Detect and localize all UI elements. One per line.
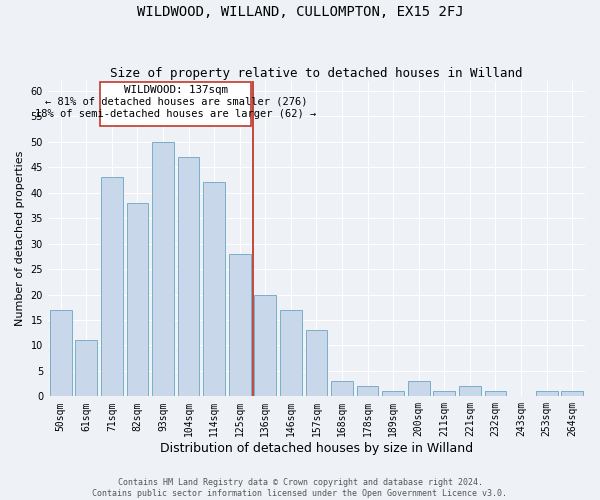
Bar — [50, 310, 71, 396]
Bar — [485, 391, 506, 396]
Text: 18% of semi-detached houses are larger (62) →: 18% of semi-detached houses are larger (… — [35, 109, 316, 119]
Bar — [331, 381, 353, 396]
Y-axis label: Number of detached properties: Number of detached properties — [15, 151, 25, 326]
Bar — [433, 391, 455, 396]
Bar — [178, 157, 199, 396]
Text: Contains HM Land Registry data © Crown copyright and database right 2024.
Contai: Contains HM Land Registry data © Crown c… — [92, 478, 508, 498]
Bar — [101, 178, 123, 396]
Bar — [76, 340, 97, 396]
Bar — [459, 386, 481, 396]
Text: WILDWOOD, WILLAND, CULLOMPTON, EX15 2FJ: WILDWOOD, WILLAND, CULLOMPTON, EX15 2FJ — [137, 5, 463, 19]
Bar — [562, 391, 583, 396]
Bar — [229, 254, 251, 396]
Bar — [127, 203, 148, 396]
Bar — [152, 142, 174, 397]
Bar — [280, 310, 302, 396]
Bar — [357, 386, 379, 396]
Text: WILDWOOD: 137sqm: WILDWOOD: 137sqm — [124, 84, 228, 94]
Title: Size of property relative to detached houses in Willand: Size of property relative to detached ho… — [110, 66, 523, 80]
Bar — [536, 391, 557, 396]
Bar — [305, 330, 328, 396]
Bar — [382, 391, 404, 396]
X-axis label: Distribution of detached houses by size in Willand: Distribution of detached houses by size … — [160, 442, 473, 455]
Bar — [408, 381, 430, 396]
FancyBboxPatch shape — [100, 82, 251, 126]
Text: ← 81% of detached houses are smaller (276): ← 81% of detached houses are smaller (27… — [44, 97, 307, 107]
Bar — [254, 294, 276, 396]
Bar — [203, 182, 225, 396]
